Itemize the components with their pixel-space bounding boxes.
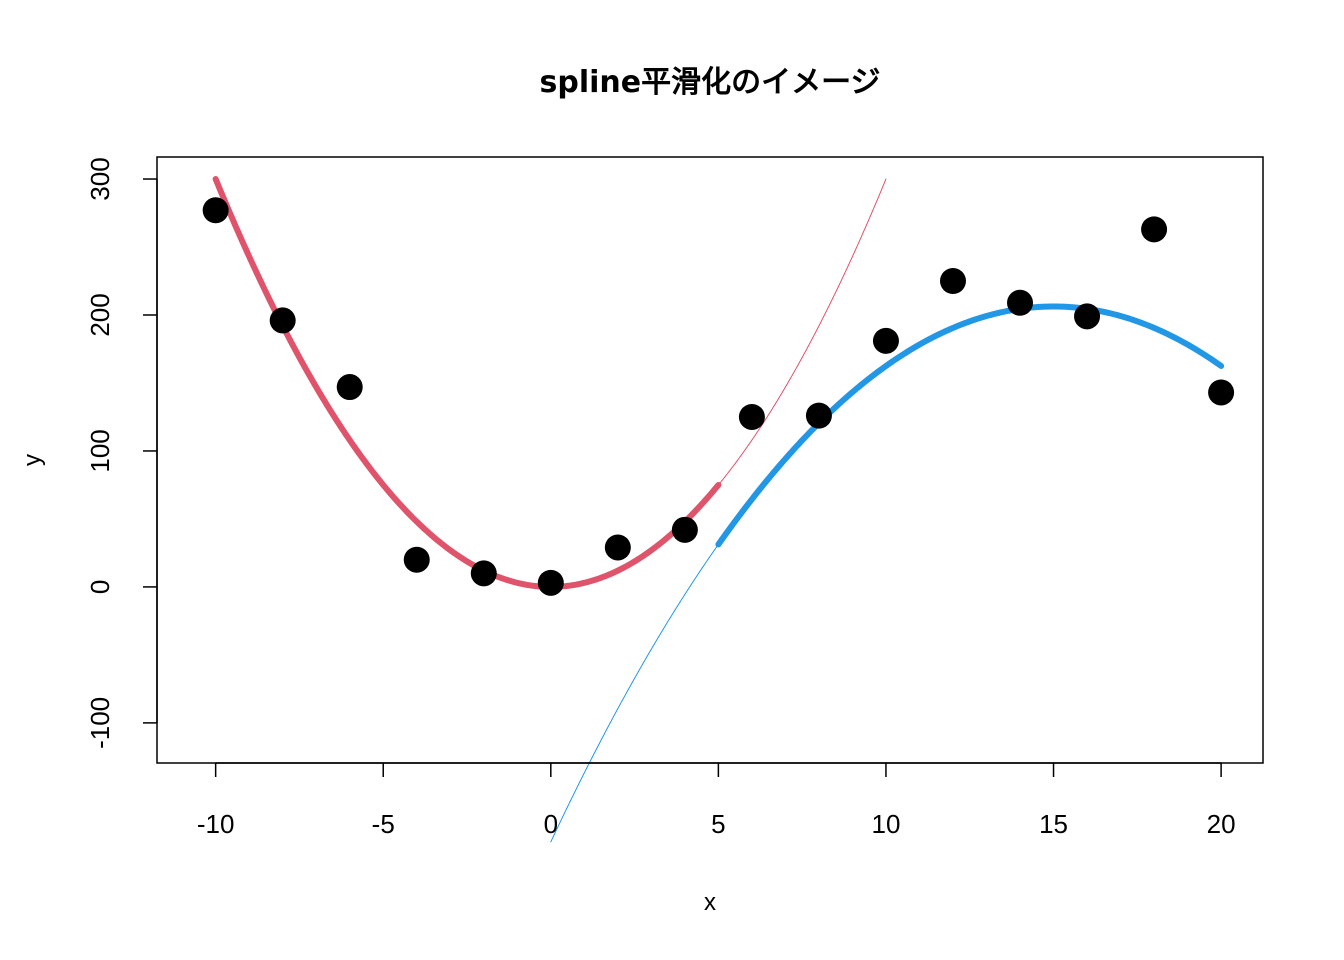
data-point [470,560,497,587]
y-tick-label: 300 [85,157,115,200]
y-axis-label: y [19,454,46,466]
plot-frame [156,156,1264,764]
data-point [1141,216,1168,243]
x-tick-label: 15 [1039,809,1068,839]
data-point [269,307,296,334]
data-point [1208,379,1235,406]
data-point [336,374,363,401]
fitted-curve [550,543,719,843]
x-tick-label: 0 [544,809,558,839]
data-point [738,403,765,430]
fitted-curves [212,176,1225,843]
data-point [671,516,698,543]
y-axis: -100 0 100 200 300 [85,157,158,749]
data-point [939,268,966,295]
x-axis: -10 -5 0 5 10 15 20 [197,762,1236,839]
fitted-curve [212,176,722,590]
data-point [872,327,899,354]
data-point [604,534,631,561]
x-tick-label: 5 [711,809,725,839]
y-tick-label: -100 [85,697,115,749]
data-point [537,569,564,596]
x-tick-label: -10 [197,809,235,839]
y-tick-label: 200 [85,293,115,336]
data-point [1007,289,1034,316]
data-point [1074,303,1101,330]
data-points [202,197,1235,596]
y-tick-label: 0 [85,580,115,594]
fitted-curve [715,303,1225,548]
x-tick-label: 20 [1207,809,1236,839]
y-tick-label: 100 [85,429,115,472]
x-tick-label: -5 [372,809,395,839]
x-axis-label: x [704,889,716,916]
data-point [403,546,430,573]
fitted-curve [717,178,887,486]
chart-title: spline平滑化のイメージ [539,65,880,100]
x-tick-label: 10 [871,809,900,839]
data-point [805,402,832,429]
data-point [202,197,229,224]
